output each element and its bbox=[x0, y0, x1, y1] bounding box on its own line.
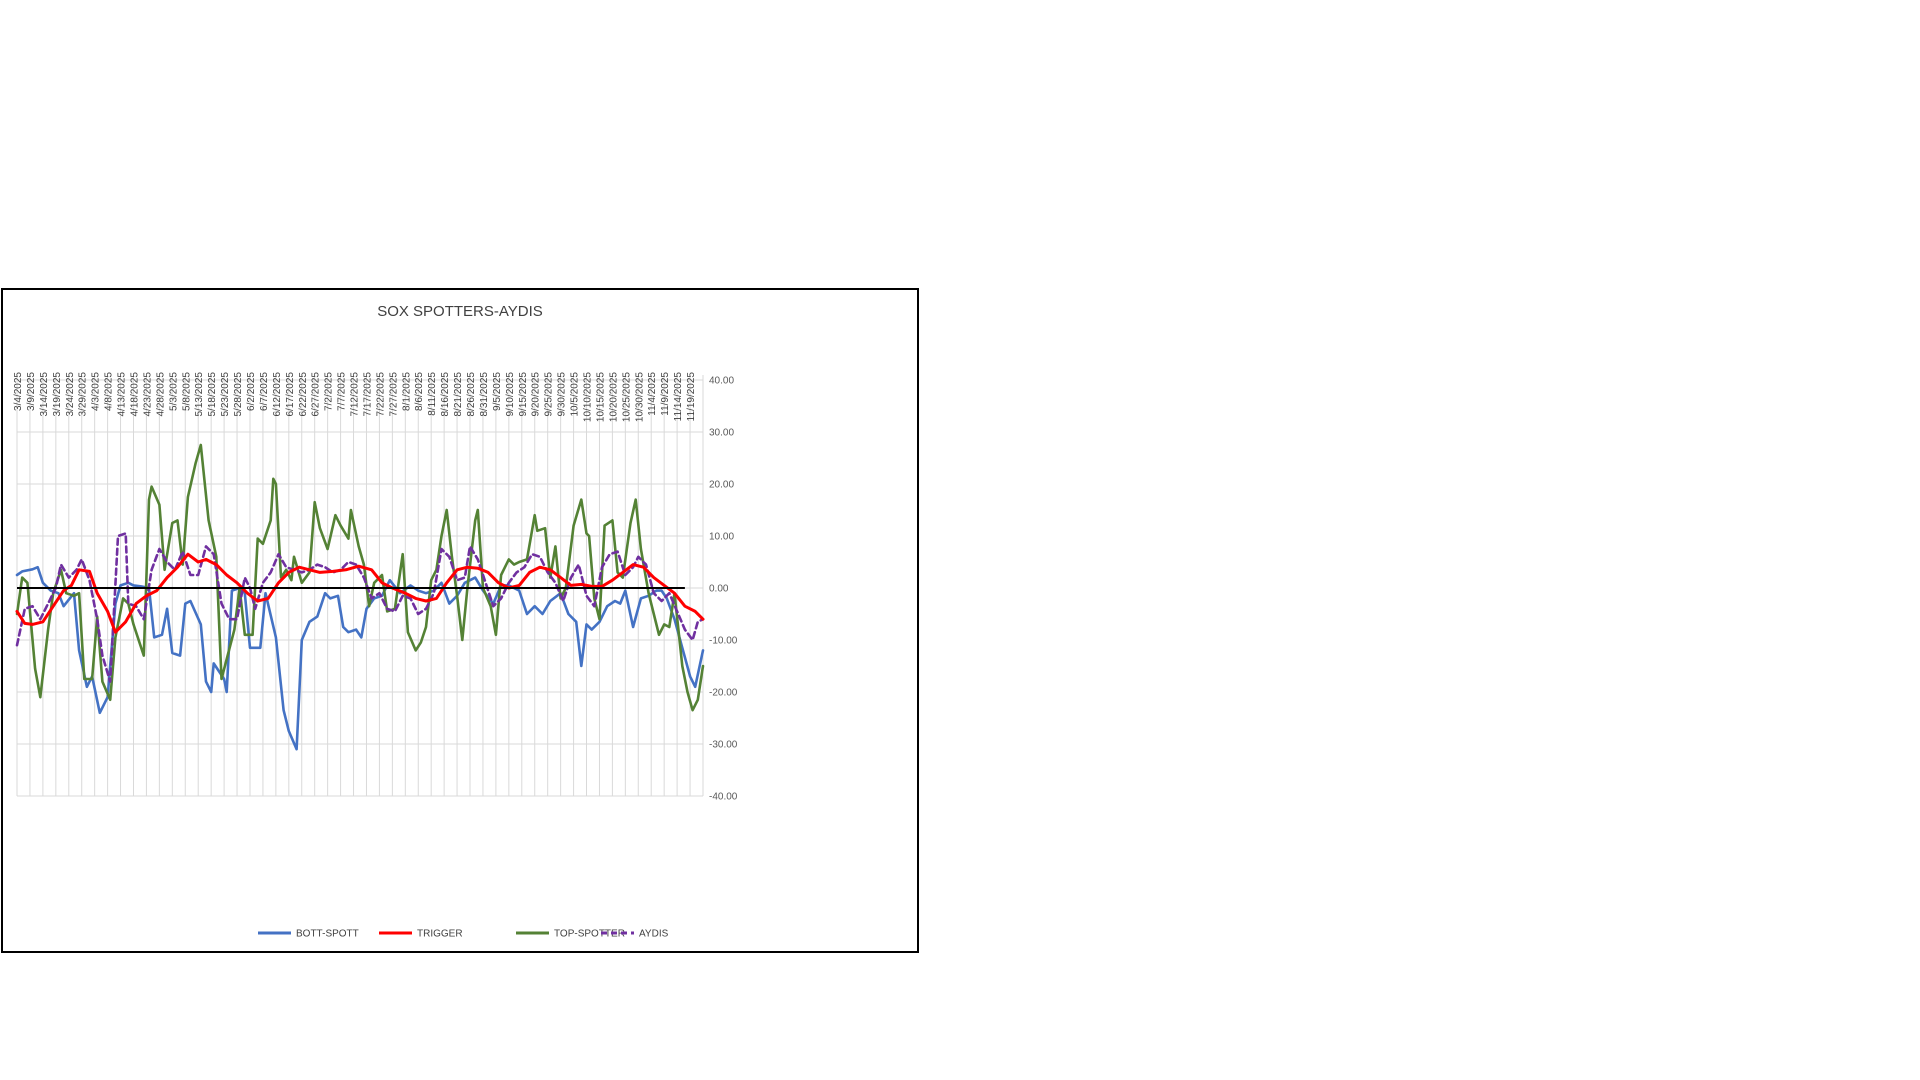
x-tick-label: 3/4/2025 bbox=[13, 372, 24, 411]
x-tick-label: 4/3/2025 bbox=[91, 372, 102, 411]
x-tick-label: 6/27/2025 bbox=[311, 372, 322, 417]
y-tick-label: 10.00 bbox=[709, 532, 734, 543]
x-tick-label: 8/6/2025 bbox=[414, 372, 425, 411]
series-line-aydis bbox=[15, 532, 705, 683]
series-line-top-spotter bbox=[15, 443, 705, 712]
x-tick-label: 6/2/2025 bbox=[246, 372, 257, 411]
x-tick-label: 10/30/2025 bbox=[634, 372, 645, 422]
x-tick-label: 8/31/2025 bbox=[479, 372, 490, 417]
x-tick-label: 5/13/2025 bbox=[194, 372, 205, 417]
x-tick-label: 9/15/2025 bbox=[518, 372, 529, 417]
y-tick-label: -30.00 bbox=[709, 740, 738, 751]
x-tick-label: 9/5/2025 bbox=[492, 372, 503, 411]
x-tick-label: 5/23/2025 bbox=[220, 372, 231, 417]
x-tick-label: 5/3/2025 bbox=[168, 372, 179, 411]
x-tick-label: 8/1/2025 bbox=[401, 372, 412, 411]
legend-label: TRIGGER bbox=[417, 929, 463, 940]
x-tick-label: 6/17/2025 bbox=[285, 372, 296, 417]
x-tick-label: 10/25/2025 bbox=[621, 372, 632, 422]
x-tick-label: 9/20/2025 bbox=[531, 372, 542, 417]
x-tick-label: 10/5/2025 bbox=[570, 372, 581, 417]
x-tick-label: 4/23/2025 bbox=[142, 372, 153, 417]
y-tick-label: -40.00 bbox=[709, 792, 738, 803]
x-tick-label: 4/8/2025 bbox=[104, 372, 115, 411]
x-tick-label: 5/28/2025 bbox=[233, 372, 244, 417]
y-tick-label: 0.00 bbox=[709, 584, 729, 595]
x-tick-label: 10/20/2025 bbox=[608, 372, 619, 422]
x-tick-label: 4/28/2025 bbox=[155, 372, 166, 417]
x-tick-label: 6/22/2025 bbox=[298, 372, 309, 417]
y-tick-label: 20.00 bbox=[709, 480, 734, 491]
x-tick-label: 4/18/2025 bbox=[129, 372, 140, 417]
legend: BOTT-SPOTT TRIGGER TOP-SPOTTER AYDIS bbox=[258, 929, 669, 940]
x-tick-label: 9/10/2025 bbox=[505, 372, 516, 417]
x-tick-label: 3/9/2025 bbox=[26, 372, 37, 411]
x-tick-label: 7/17/2025 bbox=[362, 372, 373, 417]
x-tick-label: 3/29/2025 bbox=[78, 372, 89, 417]
x-tick-label: 7/27/2025 bbox=[388, 372, 399, 417]
x-tick-label: 8/26/2025 bbox=[466, 372, 477, 417]
x-tick-label: 11/14/2025 bbox=[673, 372, 684, 422]
x-tick-label: 3/24/2025 bbox=[65, 372, 76, 417]
series-lines bbox=[15, 443, 705, 751]
y-axis-tick-labels: 40.00 30.00 20.00 10.00 0.00 -10.00 -20.00 -30.… bbox=[709, 376, 738, 803]
x-axis-tick-labels: 3/4/2025 3/9/2025 3/14/2025 3/19/2025 3/24/2… bbox=[13, 372, 697, 422]
legend-label: AYDIS bbox=[639, 929, 669, 940]
x-tick-label: 7/12/2025 bbox=[350, 372, 361, 417]
x-tick-label: 11/4/2025 bbox=[647, 372, 658, 416]
x-tick-label: 9/25/2025 bbox=[544, 372, 555, 417]
x-tick-label: 7/22/2025 bbox=[375, 372, 386, 417]
x-tick-label: 8/16/2025 bbox=[440, 372, 451, 417]
x-tick-label: 5/8/2025 bbox=[181, 372, 192, 411]
x-tick-label: 11/19/2025 bbox=[686, 372, 697, 422]
gridlines bbox=[16, 375, 704, 797]
x-tick-label: 11/9/2025 bbox=[660, 372, 671, 416]
chart-title: SOX SPOTTERS-AYDIS bbox=[377, 303, 543, 320]
y-tick-label: -20.00 bbox=[709, 688, 738, 699]
x-tick-label: 5/18/2025 bbox=[207, 372, 218, 417]
x-tick-label: 6/12/2025 bbox=[272, 372, 283, 417]
series-line-bott-spott bbox=[15, 565, 705, 751]
x-tick-label: 8/11/2025 bbox=[427, 372, 438, 416]
x-tick-label: 10/10/2025 bbox=[583, 372, 594, 422]
x-tick-label: 10/15/2025 bbox=[595, 372, 606, 422]
x-tick-label: 9/30/2025 bbox=[557, 372, 568, 417]
y-tick-label: 40.00 bbox=[709, 376, 734, 387]
y-tick-label: -10.00 bbox=[709, 636, 738, 647]
x-tick-label: 7/7/2025 bbox=[337, 372, 348, 411]
chart-frame: SOX SPOTTERS-AYDIS 3/4/2025 3/9/2025 3/14/… bbox=[1, 288, 919, 953]
legend-label: BOTT-SPOTT bbox=[296, 929, 359, 940]
x-tick-label: 3/14/2025 bbox=[39, 372, 50, 417]
y-tick-label: 30.00 bbox=[709, 428, 734, 439]
legend-label: TOP-SPOTTER bbox=[554, 929, 625, 940]
x-tick-label: 4/13/2025 bbox=[117, 372, 128, 417]
chart-svg: SOX SPOTTERS-AYDIS 3/4/2025 3/9/2025 3/14/… bbox=[13, 303, 738, 940]
x-tick-label: 7/2/2025 bbox=[324, 372, 335, 411]
x-tick-label: 6/7/2025 bbox=[259, 372, 270, 411]
series-line-trigger bbox=[15, 552, 705, 634]
x-tick-label: 3/19/2025 bbox=[52, 372, 63, 417]
x-tick-label: 8/21/2025 bbox=[453, 372, 464, 417]
